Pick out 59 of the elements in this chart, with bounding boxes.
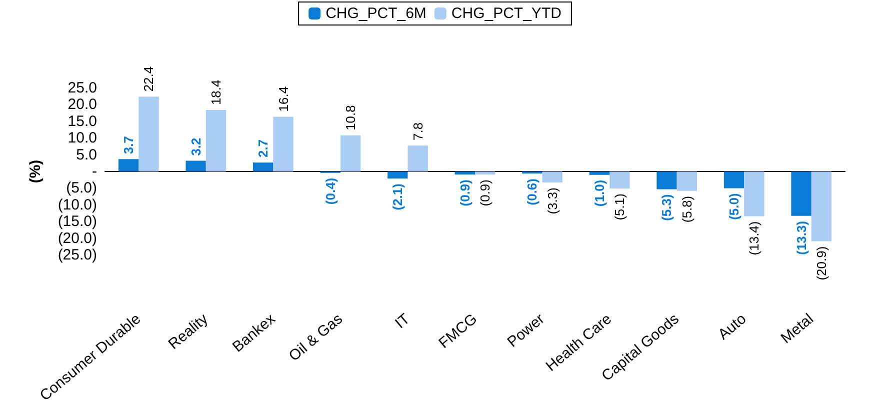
bar xyxy=(454,172,475,175)
data-label: (20.9) xyxy=(814,246,829,280)
data-label: (2.1) xyxy=(390,184,406,210)
data-label: (0.9) xyxy=(478,180,493,206)
data-label: (1.0) xyxy=(592,180,607,207)
data-label: 16.4 xyxy=(276,86,291,112)
y-tick-label: 10.0 xyxy=(68,130,97,147)
y-tick-label: (10.0) xyxy=(58,196,97,214)
data-label: (0.9) xyxy=(457,180,472,206)
y-tick-label: 25.0 xyxy=(68,80,97,96)
bar xyxy=(118,159,139,172)
data-label: (0.4) xyxy=(322,178,338,205)
data-label: 2.7 xyxy=(256,139,271,158)
x-tick-label: Oil & Gas xyxy=(286,310,346,365)
data-label: 3.7 xyxy=(121,136,136,154)
bar xyxy=(791,172,812,216)
data-label: (5.3) xyxy=(659,194,674,221)
bar xyxy=(206,110,226,172)
bar xyxy=(253,162,274,172)
bar xyxy=(542,172,562,183)
data-label: (13.4) xyxy=(746,221,762,256)
y-tick-label: (20.0) xyxy=(58,230,97,247)
bar xyxy=(610,172,630,189)
y-tick-label: - xyxy=(92,163,97,180)
bar xyxy=(589,172,610,175)
x-tick-label: Auto xyxy=(714,310,750,344)
data-label: 10.8 xyxy=(343,105,358,130)
bar xyxy=(138,96,159,172)
y-tick-label: (25.0) xyxy=(58,246,97,264)
legend-label: CHG_PCT_YTD xyxy=(451,5,562,22)
y-tick-label: 5.0 xyxy=(76,146,97,164)
data-label: (13.3) xyxy=(794,220,809,255)
legend-label: CHG_PCT_6M xyxy=(326,5,426,22)
bar xyxy=(811,172,832,242)
bar xyxy=(273,116,294,172)
y-tick-label: (15.0) xyxy=(58,213,97,230)
bar xyxy=(388,172,408,179)
data-label: 18.4 xyxy=(208,80,224,106)
bar xyxy=(744,172,764,216)
data-label: (5.1) xyxy=(612,194,628,220)
bar xyxy=(724,172,744,188)
data-label: (0.6) xyxy=(524,178,540,206)
y-tick-label: 15.0 xyxy=(68,112,97,130)
data-label: (5.0) xyxy=(726,193,742,220)
bar xyxy=(186,160,206,172)
y-tick-label: 20.0 xyxy=(68,96,97,114)
data-label: (5.8) xyxy=(679,196,694,223)
bar xyxy=(656,172,677,190)
bar xyxy=(408,145,428,172)
bar xyxy=(340,135,361,172)
data-label: (3.3) xyxy=(544,188,560,214)
y-tick-label: (5.0) xyxy=(66,180,98,197)
data-label: 22.4 xyxy=(141,66,156,92)
data-label: 3.2 xyxy=(188,138,204,156)
bar xyxy=(475,172,496,175)
data-label: 7.8 xyxy=(410,122,426,140)
y-axis-title: (%) xyxy=(27,160,44,184)
x-tick-label: IT xyxy=(392,310,414,332)
bar xyxy=(676,172,697,191)
